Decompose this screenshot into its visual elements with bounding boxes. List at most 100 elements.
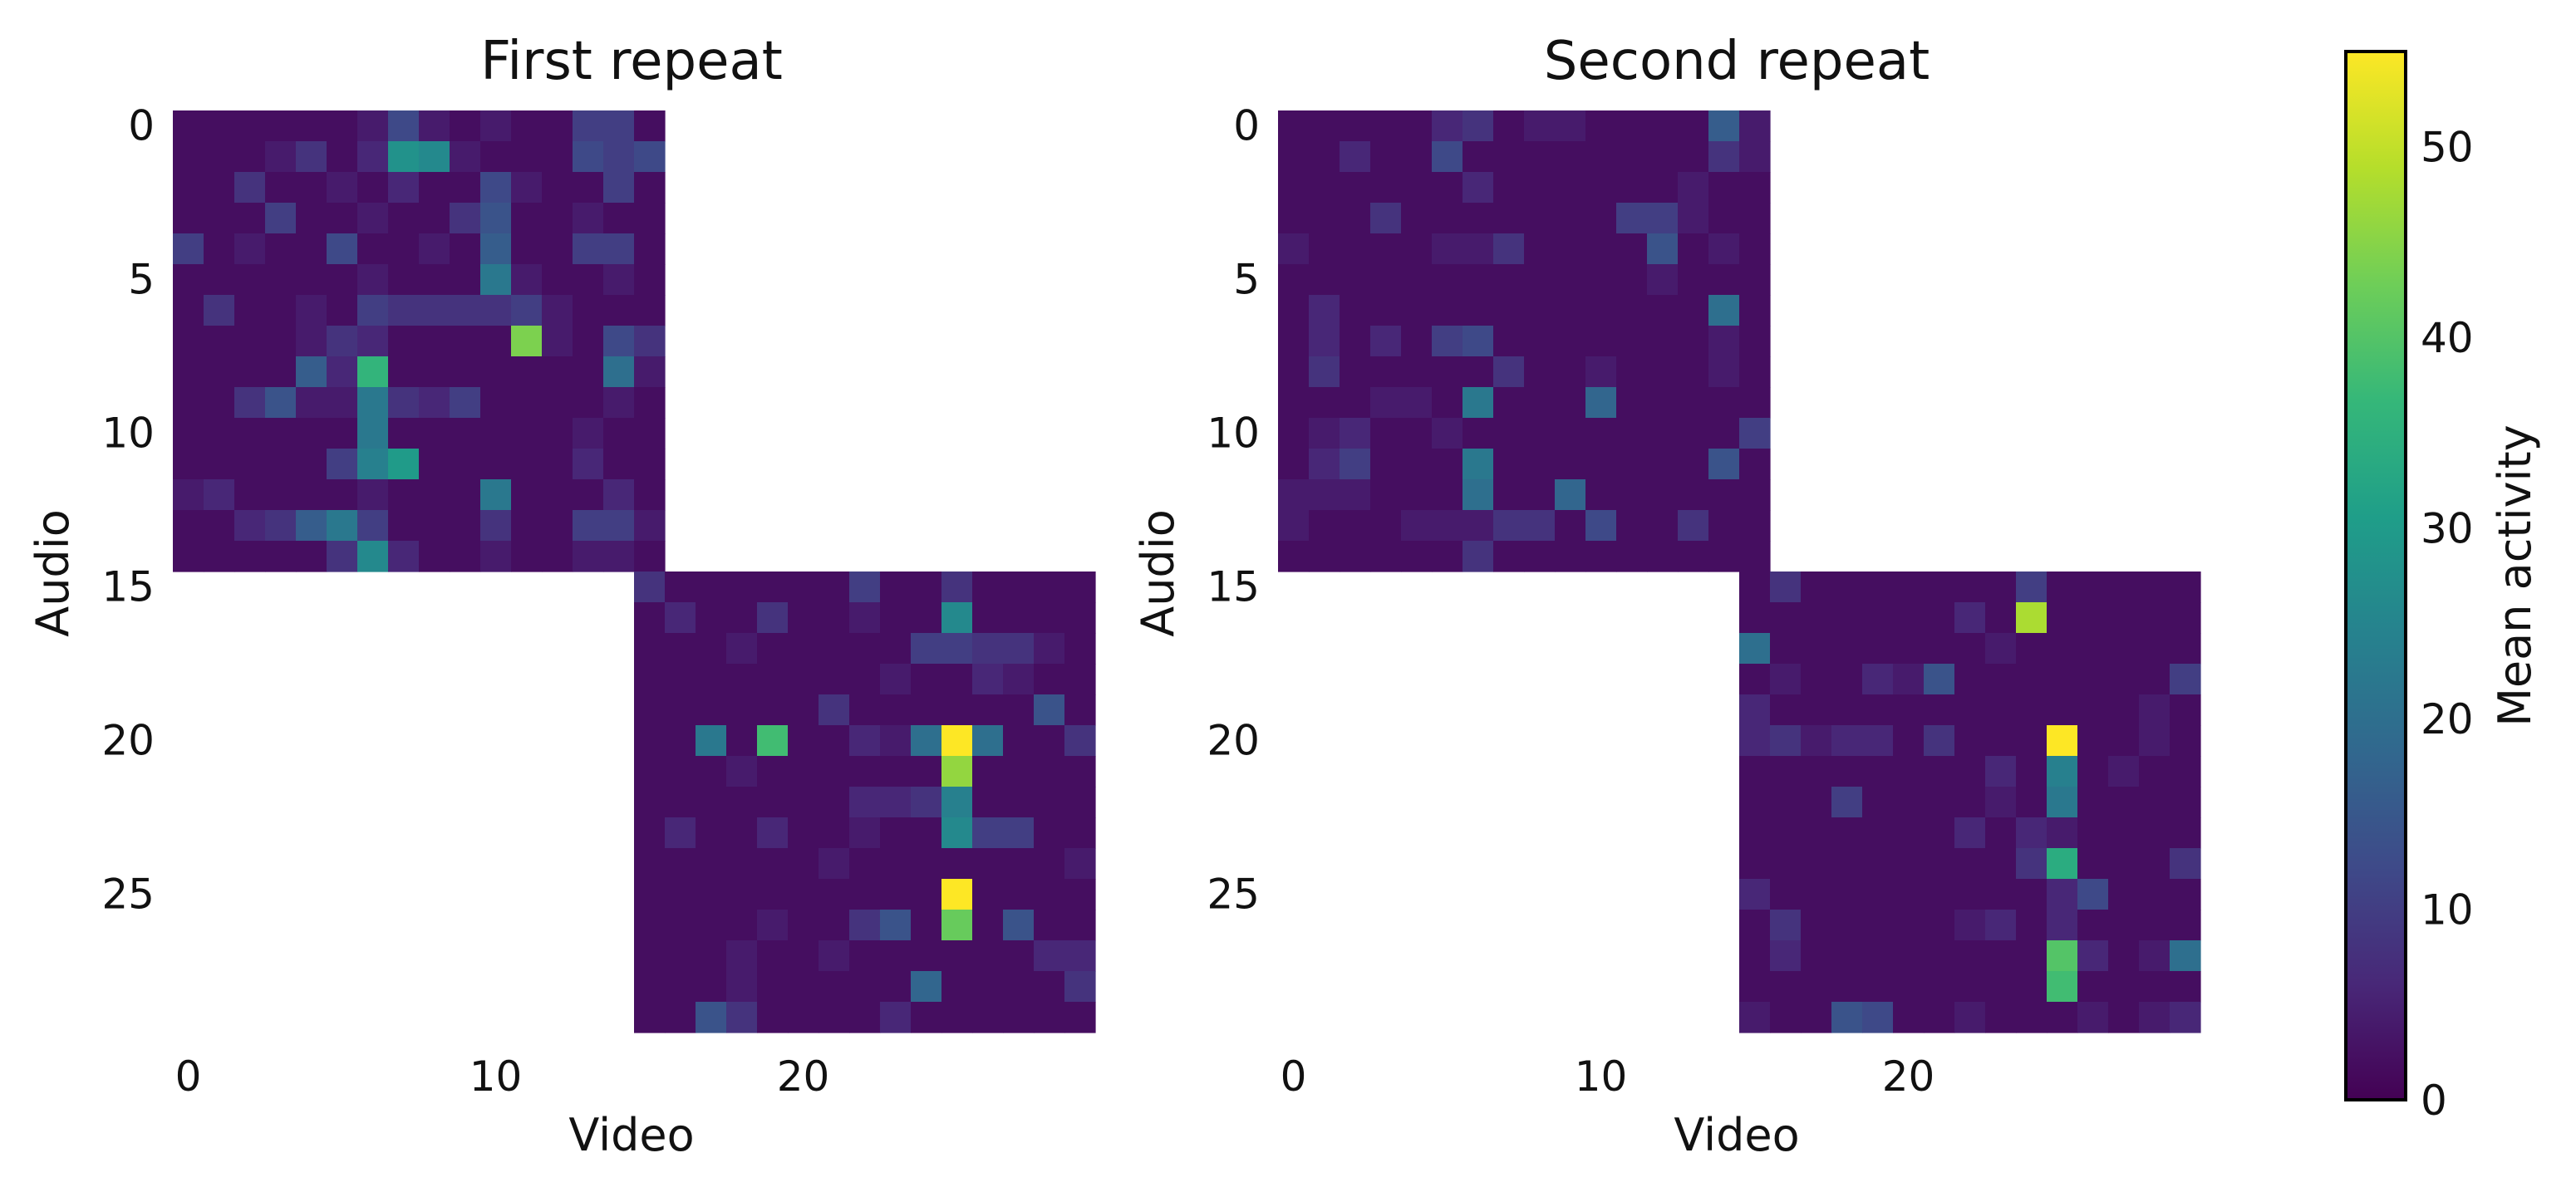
- heatmap-cell: [1555, 264, 1586, 296]
- heatmap-cell: [1862, 756, 1894, 787]
- heatmap-cell: [511, 356, 543, 388]
- heatmap-cell: [757, 879, 789, 910]
- heatmap-cell: [849, 756, 881, 787]
- heatmap-cell: [1524, 172, 1556, 204]
- heatmap-cell: [1801, 725, 1832, 757]
- heatmap-cell: [173, 172, 204, 204]
- heatmap-cell: [603, 356, 635, 388]
- heatmap-cell: [1708, 295, 1740, 326]
- heatmap-cell: [1463, 141, 1494, 173]
- heatmap-cell: [327, 510, 358, 542]
- heatmap-cell: [2077, 848, 2109, 880]
- heatmap-cell: [1616, 479, 1648, 511]
- heatmap-cell: [1616, 295, 1648, 326]
- heatmap-cell: [419, 541, 450, 572]
- heatmap-cell: [265, 510, 297, 542]
- heatmap-cell: [573, 264, 604, 296]
- heatmap-cell: [388, 233, 420, 265]
- colorbar-tick-label: 50: [2421, 124, 2474, 172]
- heatmap-cell: [419, 479, 450, 511]
- heatmap-cell: [1985, 602, 2017, 634]
- heatmap-cell: [1985, 1002, 2017, 1033]
- heatmap-cell: [265, 203, 297, 234]
- heatmap-cell: [1034, 572, 1065, 603]
- colorbar-tick-label: 10: [2421, 886, 2474, 935]
- heatmap-cell: [1924, 725, 1955, 757]
- heatmap-cell: [234, 479, 266, 511]
- heatmap-cell: [450, 387, 481, 419]
- y-tick-label: 15: [1207, 563, 1260, 611]
- heatmap-cell: [1003, 1002, 1035, 1033]
- heatmap-cell: [511, 172, 543, 204]
- heatmap-cell: [2108, 633, 2140, 665]
- heatmap-cell: [1370, 418, 1402, 449]
- heatmap-cell: [2077, 694, 2109, 726]
- heatmap-cell: [480, 203, 512, 234]
- heatmap-cell: [1064, 971, 1096, 1003]
- heatmap-cell: [419, 510, 450, 542]
- heatmap-cell: [849, 971, 881, 1003]
- heatmap-cell: [296, 172, 327, 204]
- heatmap-cell: [2077, 1002, 2109, 1033]
- heatmap-cell: [1309, 203, 1340, 234]
- heatmap-cell: [726, 817, 758, 849]
- heatmap-cell: [2047, 971, 2078, 1003]
- heatmap-cell: [1739, 541, 1771, 572]
- heatmap-cell: [1770, 1002, 1802, 1033]
- heatmap-cell: [1954, 725, 1986, 757]
- heatmap-cell: [972, 694, 1004, 726]
- heatmap-cell: [1708, 233, 1740, 265]
- heatmap-cell: [480, 172, 512, 204]
- heatmap-cell: [1034, 879, 1065, 910]
- heatmap-cell: [1831, 756, 1863, 787]
- heatmap-cell: [2170, 694, 2201, 726]
- heatmap-cell: [880, 817, 912, 849]
- heatmap-cell: [2170, 787, 2201, 818]
- heatmap-cell: [2108, 848, 2140, 880]
- heatmap-cell: [1708, 141, 1740, 173]
- heatmap-cell: [480, 264, 512, 296]
- heatmap-cell: [204, 541, 235, 572]
- heatmap-cell: [1340, 326, 1371, 357]
- heatmap-cell: [204, 510, 235, 542]
- heatmap-cell: [941, 848, 973, 880]
- heatmap-cell: [1893, 756, 1925, 787]
- heatmap-cell: [2170, 602, 2201, 634]
- heatmap-cell: [1432, 541, 1463, 572]
- heatmap-cell: [388, 449, 420, 480]
- colorbar-gradient: [2344, 50, 2407, 1101]
- x-tick-labels: 0 10 20: [1281, 1052, 1935, 1101]
- heatmap-cell: [634, 633, 666, 665]
- heatmap-cell: [173, 264, 204, 296]
- heatmap-cell: [1739, 879, 1771, 910]
- heatmap-cell: [757, 787, 789, 818]
- heatmap-cell: [450, 326, 481, 357]
- heatmap-cell: [1524, 541, 1556, 572]
- heatmap-cell: [911, 664, 942, 695]
- heatmap-cell: [173, 449, 204, 480]
- heatmap-cell: [972, 848, 1004, 880]
- heatmap-cell: [1309, 418, 1340, 449]
- heatmap-cell: [1924, 572, 1955, 603]
- heatmap-cell: [573, 418, 604, 449]
- heatmap-cell: [1340, 110, 1371, 142]
- heatmap-cell: [1708, 449, 1740, 480]
- heatmap-cell: [1463, 510, 1494, 542]
- heatmap-cell: [1678, 172, 1709, 204]
- heatmap-cell: [357, 449, 389, 480]
- heatmap-cell: [204, 326, 235, 357]
- heatmap-cell: [204, 203, 235, 234]
- heatmap-cell: [1309, 172, 1340, 204]
- heatmap-cell: [634, 233, 666, 265]
- heatmap-cell: [1801, 879, 1832, 910]
- heatmap-cell: [2016, 725, 2048, 757]
- heatmap-cell: [511, 541, 543, 572]
- heatmap-cell: [450, 233, 481, 265]
- colorbar-label: Mean activity: [2489, 424, 2541, 726]
- heatmap-cell: [357, 110, 389, 142]
- heatmap-cell: [1432, 326, 1463, 357]
- heatmap-cell: [1340, 387, 1371, 419]
- heatmap-cell: [1954, 694, 1986, 726]
- heatmap-cell: [573, 326, 604, 357]
- heatmap-cell: [819, 848, 850, 880]
